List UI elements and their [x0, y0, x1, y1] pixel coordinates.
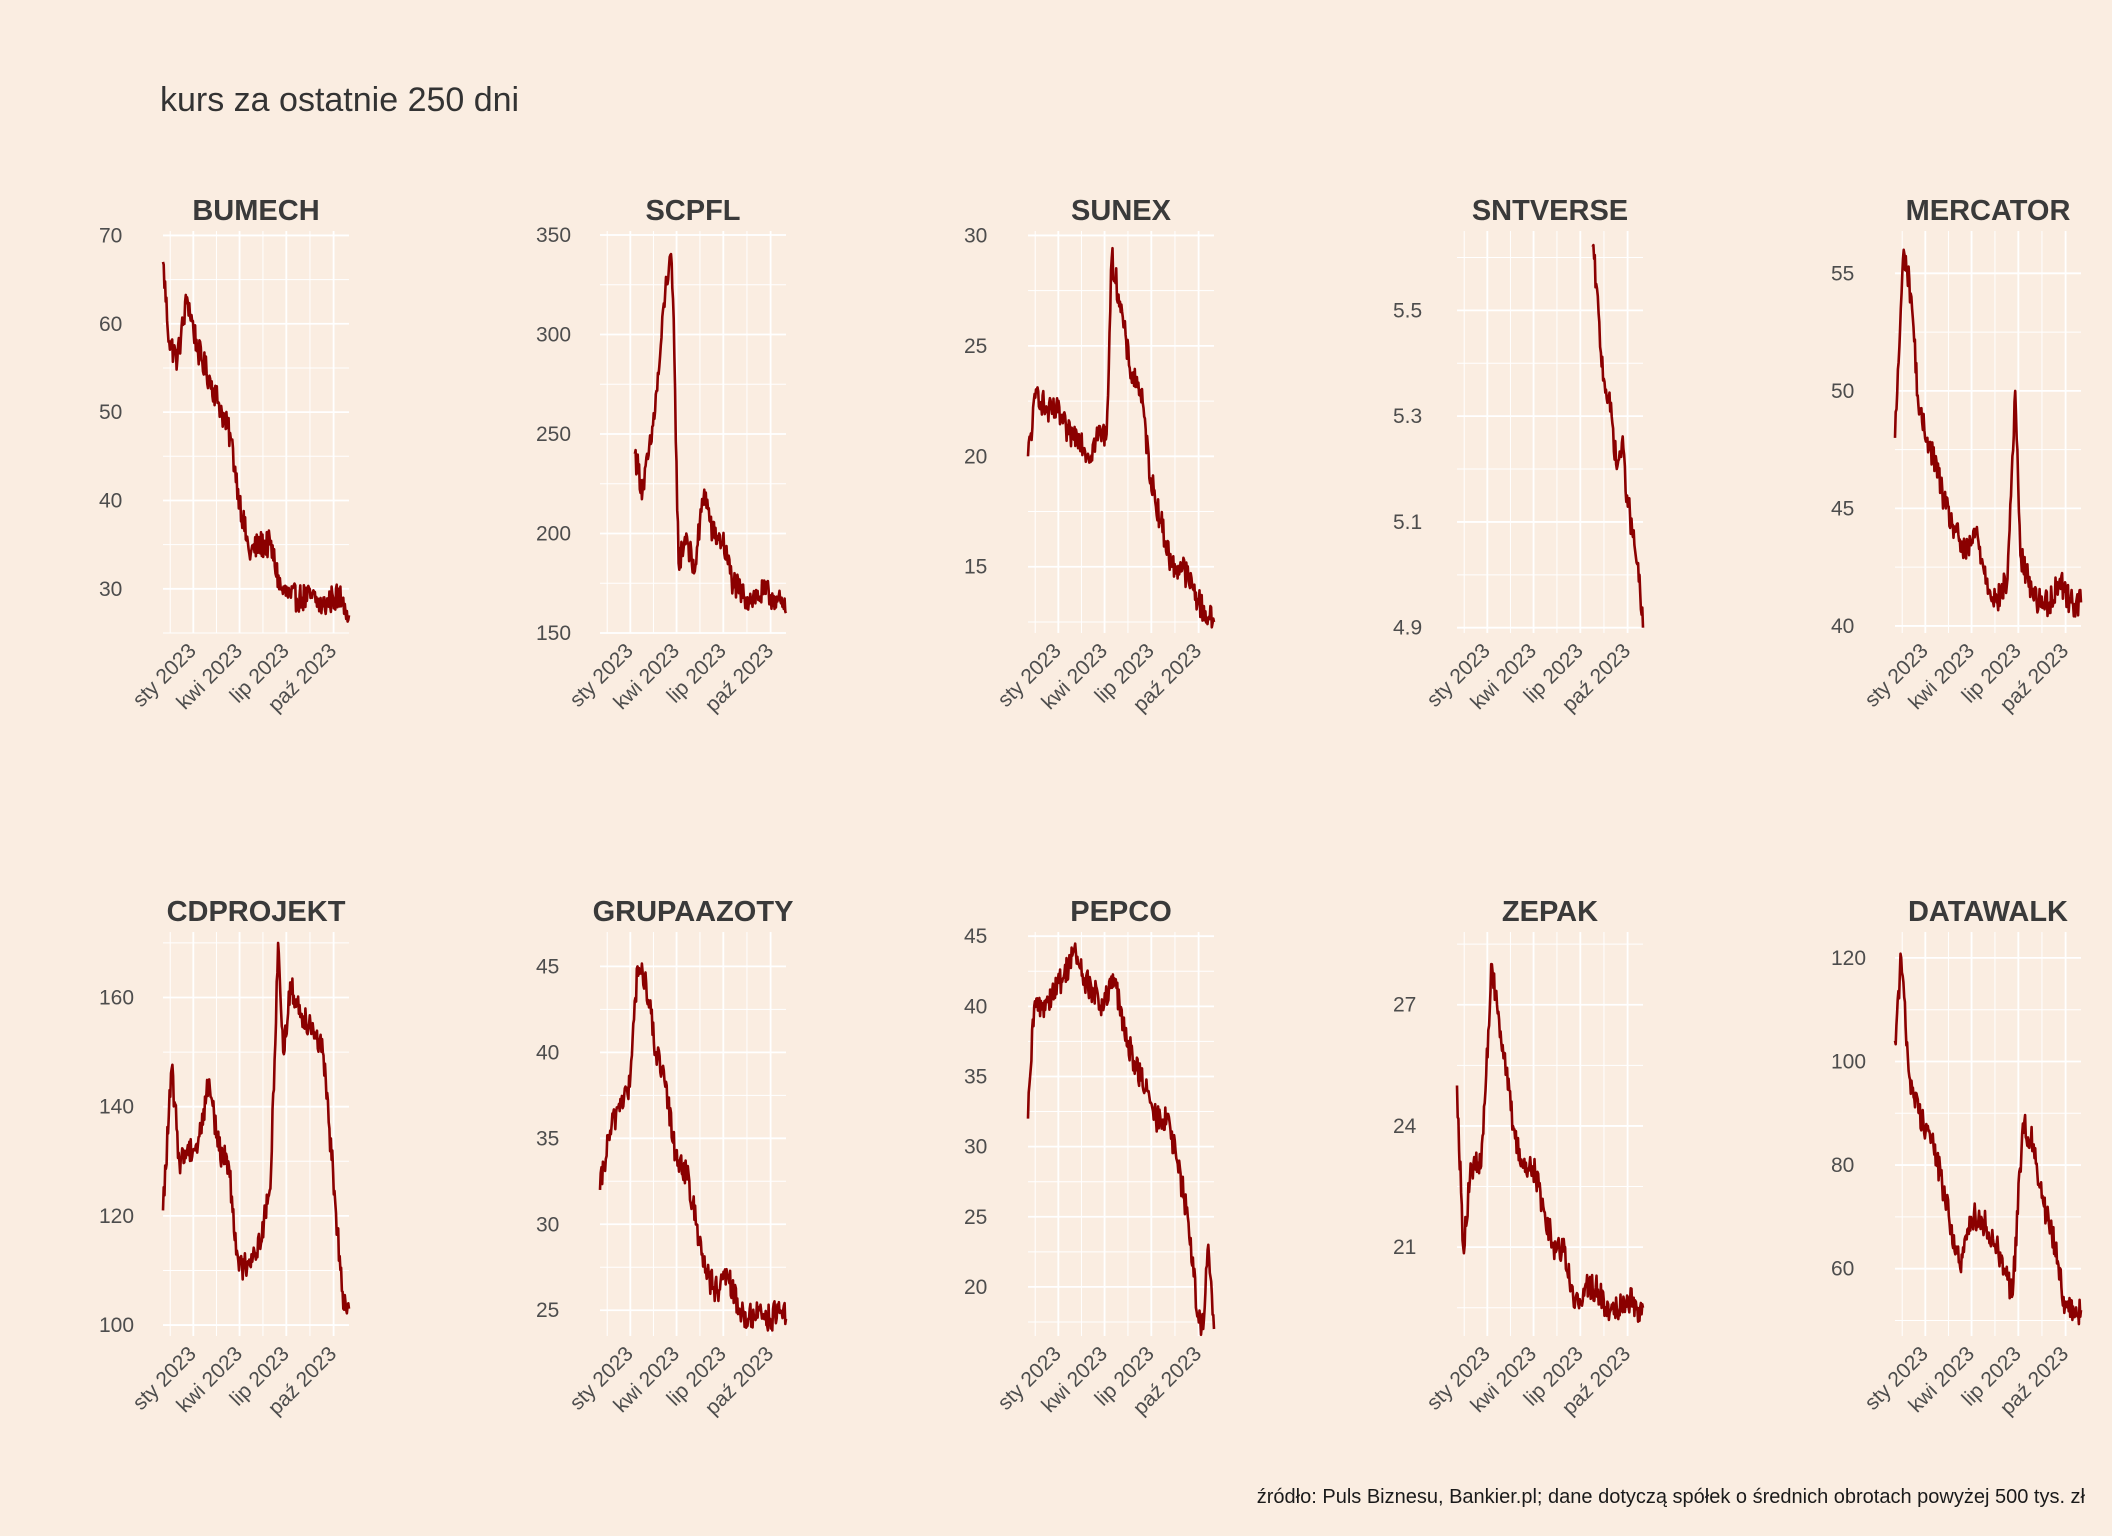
y-tick-label: 120: [1831, 947, 1866, 970]
facet-title-datawalk: DATAWALK: [1908, 896, 2068, 928]
y-tick-label: 40: [99, 489, 122, 512]
y-tick-label: 25: [964, 335, 987, 358]
y-tick-label: 30: [964, 1136, 987, 1159]
y-tick-label: 30: [536, 1213, 559, 1236]
price-line-scpfl: [633, 252, 788, 614]
price-line-datawalk: [1893, 952, 2083, 1326]
facet-title-bumech: BUMECH: [192, 195, 319, 227]
y-tick-label: 60: [99, 313, 122, 336]
price-line-pepco: [1026, 942, 1216, 1337]
y-tick-label: 140: [99, 1096, 134, 1119]
y-tick-label: 24: [1393, 1115, 1417, 1138]
facet-title-sntverse: SNTVERSE: [1472, 195, 1628, 227]
y-tick-label: 45: [964, 925, 987, 948]
y-tick-label: 50: [99, 401, 122, 424]
y-tick-label: 70: [99, 224, 122, 247]
y-tick-label: 160: [99, 987, 134, 1010]
y-tick-label: 120: [99, 1205, 134, 1228]
y-tick-label: 20: [964, 445, 987, 468]
y-tick-label: 350: [536, 224, 571, 247]
y-tick-label: 4.9: [1393, 617, 1422, 640]
price-line-sntverse: [1591, 243, 1645, 628]
y-tick-label: 20: [964, 1276, 987, 1299]
y-tick-label: 80: [1831, 1154, 1854, 1177]
y-tick-label: 5.1: [1393, 511, 1422, 534]
price-line-sunex: [1026, 246, 1216, 629]
price-line-grupaazoty: [598, 962, 788, 1332]
y-tick-label: 300: [536, 323, 571, 346]
facet-title-scpfl: SCPFL: [645, 195, 740, 227]
y-tick-label: 5.5: [1393, 299, 1422, 322]
facet-title-sunex: SUNEX: [1071, 195, 1172, 227]
facet-title-cdprojekt: CDPROJEKT: [167, 896, 346, 928]
facet-title-mercator: MERCATOR: [1906, 195, 2071, 227]
y-tick-label: 5.3: [1393, 405, 1422, 428]
y-tick-label: 60: [1831, 1258, 1854, 1281]
y-tick-label: 15: [964, 556, 987, 579]
y-tick-label: 250: [536, 423, 571, 446]
y-tick-label: 55: [1831, 262, 1854, 285]
chart-title: kurs za ostatnie 250 dni: [160, 81, 519, 119]
y-tick-label: 50: [1831, 380, 1854, 403]
facet-title-grupaazoty: GRUPAAZOTY: [593, 896, 794, 928]
y-tick-label: 25: [964, 1206, 987, 1229]
price-line-zepak: [1455, 962, 1645, 1323]
price-line-bumech: [161, 261, 351, 623]
price-line-mercator: [1893, 248, 2083, 618]
y-tick-label: 100: [99, 1314, 134, 1337]
chart-caption: źródło: Puls Biznesu, Bankier.pl; dane d…: [1257, 1486, 2086, 1508]
y-tick-label: 45: [1831, 497, 1854, 520]
y-tick-label: 150: [536, 622, 571, 645]
facet-title-zepak: ZEPAK: [1502, 896, 1598, 928]
facet-title-pepco: PEPCO: [1070, 896, 1172, 928]
y-tick-label: 30: [99, 578, 122, 601]
y-tick-label: 40: [964, 995, 987, 1018]
y-tick-label: 100: [1831, 1050, 1866, 1073]
y-tick-label: 30: [964, 224, 987, 247]
price-line-cdprojekt: [161, 941, 351, 1315]
y-tick-label: 40: [536, 1041, 559, 1064]
y-tick-label: 21: [1393, 1236, 1416, 1259]
y-tick-label: 200: [536, 522, 571, 545]
y-tick-label: 40: [1831, 615, 1854, 638]
y-tick-label: 25: [536, 1299, 559, 1322]
y-tick-label: 35: [536, 1127, 559, 1150]
y-tick-label: 45: [536, 955, 559, 978]
y-tick-label: 27: [1393, 994, 1416, 1017]
y-tick-label: 35: [964, 1065, 987, 1088]
